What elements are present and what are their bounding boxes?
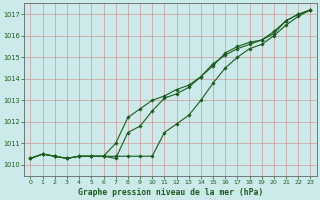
X-axis label: Graphe pression niveau de la mer (hPa): Graphe pression niveau de la mer (hPa): [78, 188, 263, 197]
